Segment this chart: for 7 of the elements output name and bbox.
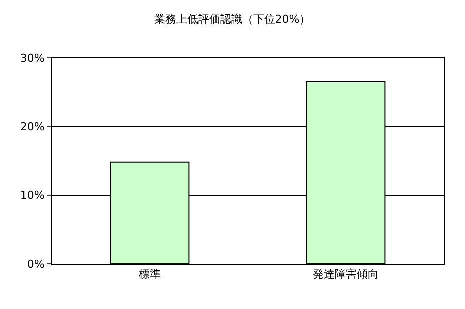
y-tick-label: 30%: [20, 52, 45, 65]
y-tick-label: 10%: [20, 189, 45, 202]
y-tick-label: 20%: [20, 120, 45, 134]
x-tick-label: 発達障害傾向: [313, 268, 379, 282]
y-tick-label: 0%: [27, 258, 45, 271]
x-tick-label: 標準: [139, 268, 161, 282]
chart-title: 業務上低評価認識（下位20%）: [154, 13, 311, 26]
